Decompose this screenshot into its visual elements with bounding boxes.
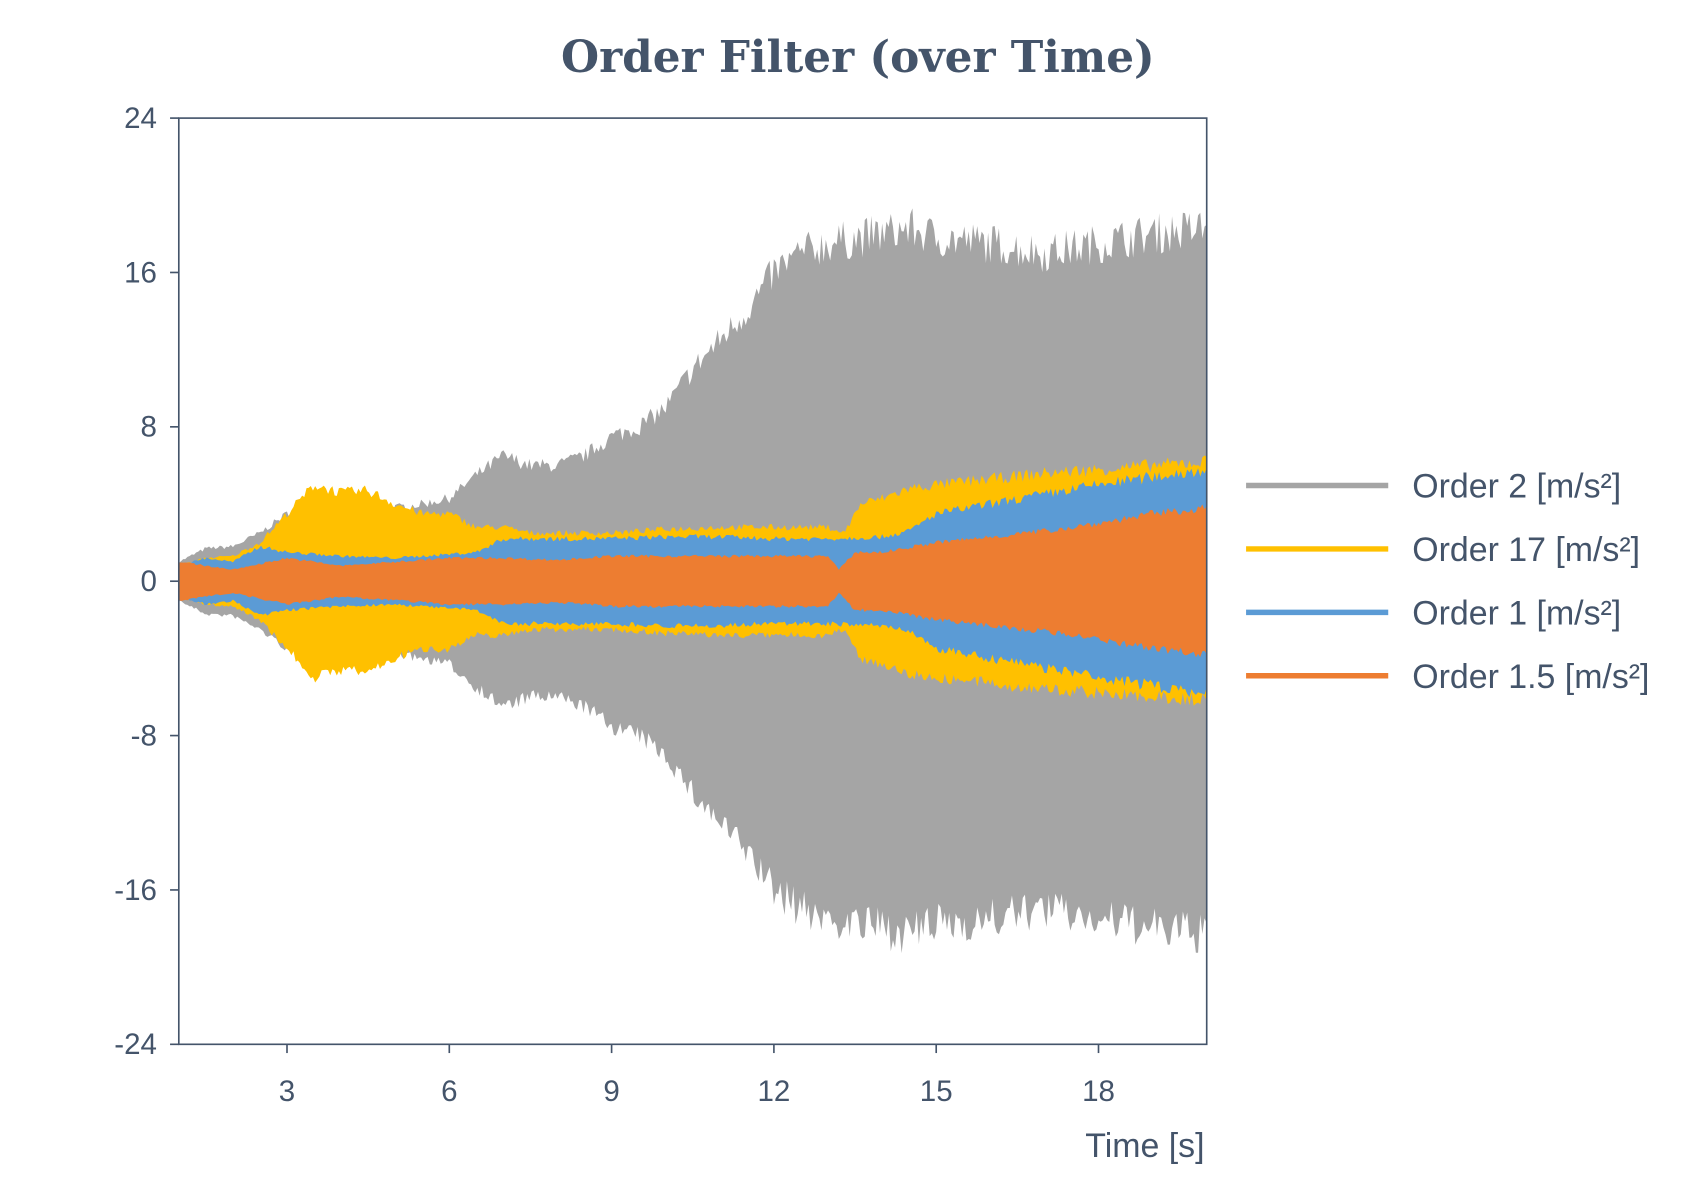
x-tick-label: 3 bbox=[279, 1075, 295, 1108]
x-tick-label: 15 bbox=[920, 1075, 953, 1108]
y-tick-label: 0 bbox=[141, 565, 157, 598]
y-tick-label: 24 bbox=[124, 102, 157, 135]
x-tick-label: 12 bbox=[757, 1075, 790, 1108]
legend-item: Order 1 [m/s²] bbox=[1246, 594, 1621, 632]
series-area-3 bbox=[178, 504, 1207, 658]
legend-label: Order 1 [m/s²] bbox=[1412, 594, 1621, 632]
legend-label: Order 17 [m/s²] bbox=[1412, 531, 1640, 569]
y-axis: 24 16 8 0 -8 -16 -24 bbox=[114, 102, 179, 1061]
y-tick-label: -16 bbox=[114, 874, 157, 907]
x-tick-label: 18 bbox=[1082, 1075, 1115, 1108]
x-axis-label: Time [s] bbox=[1085, 1127, 1204, 1165]
legend-item: Order 2 [m/s²] bbox=[1246, 468, 1621, 506]
legend-item: Order 1.5 [m/s²] bbox=[1246, 658, 1649, 696]
x-tick-label: 6 bbox=[441, 1075, 457, 1108]
series-areas bbox=[178, 208, 1207, 954]
legend-item: Order 17 [m/s²] bbox=[1246, 531, 1640, 569]
chart-title: Order Filter (over Time) bbox=[561, 32, 1155, 83]
y-tick-label: 8 bbox=[141, 411, 157, 444]
legend-label: Order 2 [m/s²] bbox=[1412, 468, 1621, 506]
x-axis: 3 6 9 12 15 18 bbox=[279, 1044, 1115, 1108]
legend-label: Order 1.5 [m/s²] bbox=[1412, 658, 1649, 696]
legend: Order 2 [m/s²] Order 17 [m/s²] Order 1 [m/… bbox=[1246, 468, 1649, 696]
x-tick-label: 9 bbox=[603, 1075, 619, 1108]
y-tick-label: -24 bbox=[114, 1028, 157, 1061]
y-tick-label: -8 bbox=[131, 719, 157, 752]
y-tick-label: 16 bbox=[124, 256, 157, 289]
